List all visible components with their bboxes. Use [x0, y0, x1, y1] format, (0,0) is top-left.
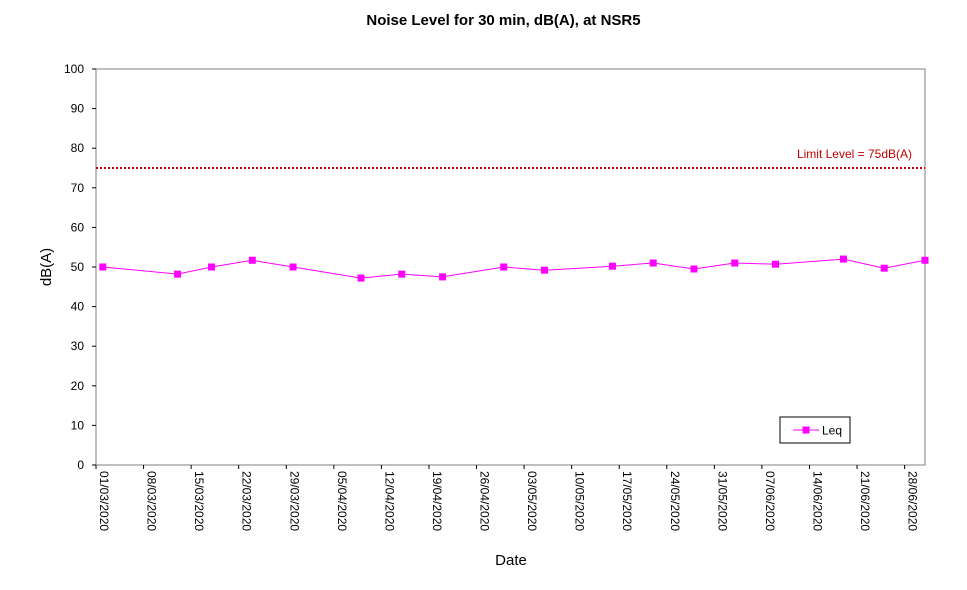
- data-point: [398, 270, 406, 278]
- x-tick-label: 21/06/2020: [858, 471, 872, 531]
- data-point: [839, 255, 847, 263]
- data-point: [772, 260, 780, 268]
- data-point: [439, 273, 447, 281]
- x-tick-label: 14/06/2020: [810, 471, 824, 531]
- data-point: [500, 263, 508, 271]
- plot-area: [95, 68, 926, 466]
- x-tick-label: 07/06/2020: [763, 471, 777, 531]
- x-tick-label: 01/03/2020: [97, 471, 111, 531]
- x-axis-label: Date: [495, 552, 527, 569]
- data-point: [731, 259, 739, 267]
- data-point: [880, 264, 888, 272]
- x-tick-label: 15/03/2020: [192, 471, 206, 531]
- y-axis-label: dB(A): [38, 248, 55, 286]
- y-tick-label: 100: [64, 62, 84, 76]
- data-point: [208, 263, 216, 271]
- x-tick-label: 29/03/2020: [287, 471, 301, 531]
- y-tick-label: 80: [71, 141, 85, 155]
- data-point: [174, 270, 182, 278]
- y-axis: 0 10 20 30 40 50 60 70 80 90 100: [64, 62, 96, 472]
- chart-title: Noise Level for 30 min, dB(A), at NSR5: [366, 12, 641, 29]
- data-point: [649, 259, 657, 267]
- x-tick-label: 08/03/2020: [145, 471, 159, 531]
- x-tick-label: 03/05/2020: [525, 471, 539, 531]
- x-axis: 01/03/2020 08/03/2020 15/03/2020 22/03/2020…: [95, 465, 920, 531]
- y-tick-label: 30: [71, 339, 85, 353]
- x-tick-label: 05/04/2020: [335, 471, 349, 531]
- x-tick-label: 28/06/2020: [906, 471, 920, 531]
- y-tick-label: 50: [71, 260, 85, 274]
- y-tick-label: 70: [71, 181, 85, 195]
- y-tick-label: 10: [71, 418, 85, 432]
- x-tick-label: 31/05/2020: [715, 471, 729, 531]
- data-point: [99, 263, 107, 271]
- y-tick-label: 90: [71, 102, 85, 116]
- data-point: [540, 266, 548, 274]
- x-tick-label: 12/04/2020: [382, 471, 396, 531]
- data-point: [921, 256, 929, 264]
- data-point: [357, 274, 365, 282]
- limit-label: Limit Level = 75dB(A): [797, 147, 912, 161]
- data-point: [289, 263, 297, 271]
- y-tick-label: 0: [77, 458, 84, 472]
- x-tick-label: 22/03/2020: [240, 471, 254, 531]
- x-tick-label: 19/04/2020: [430, 471, 444, 531]
- legend-marker-icon: [802, 426, 810, 434]
- y-tick-label: 20: [71, 379, 85, 393]
- legend: Leq: [779, 416, 851, 444]
- series-leq: [99, 255, 929, 282]
- data-point: [690, 265, 698, 273]
- x-tick-label: 10/05/2020: [573, 471, 587, 531]
- data-point: [608, 262, 616, 270]
- limit-level: Limit Level = 75dB(A): [96, 147, 925, 169]
- data-point: [248, 256, 256, 264]
- x-tick-label: 26/04/2020: [478, 471, 492, 531]
- x-tick-label: 24/05/2020: [668, 471, 682, 531]
- y-tick-label: 60: [71, 220, 85, 234]
- x-tick-label: 17/05/2020: [620, 471, 634, 531]
- series-line: [102, 258, 926, 279]
- legend-label: Leq: [822, 424, 842, 438]
- y-tick-label: 40: [71, 300, 85, 314]
